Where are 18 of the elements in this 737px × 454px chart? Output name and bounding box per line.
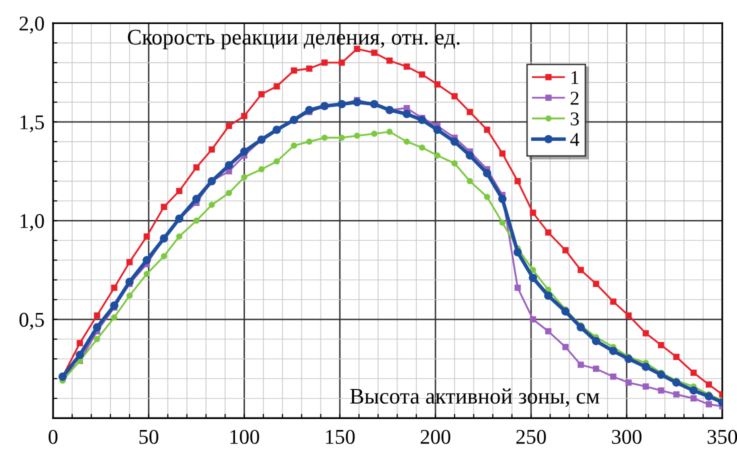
x-tick-label: 100	[230, 430, 260, 444]
legend-label: 3	[570, 112, 579, 126]
x-tick-label: 50	[139, 430, 158, 444]
y-tick-label: 0,5	[19, 312, 44, 330]
x-tick-label: 0	[48, 430, 58, 444]
x-tick-label: 150	[326, 430, 355, 444]
legend-label: 2	[570, 92, 578, 105]
x-tick-label: 300	[612, 430, 642, 444]
x-tick-label: 200	[420, 430, 450, 444]
y-tick-label: 1,5	[20, 115, 44, 132]
legend-label: 4	[570, 133, 580, 146]
y-axis-title: Скорость реакции деления, отн. ед.	[128, 30, 460, 50]
x-tick-label: 350	[708, 430, 737, 444]
legend-label: 1	[572, 71, 578, 84]
x-axis-title: Высота активной зоны, см	[350, 388, 600, 407]
x-tick-label: 250	[516, 430, 546, 444]
y-tick-label: 1,0	[20, 214, 44, 232]
y-tick-label: 2,0	[20, 16, 44, 34]
